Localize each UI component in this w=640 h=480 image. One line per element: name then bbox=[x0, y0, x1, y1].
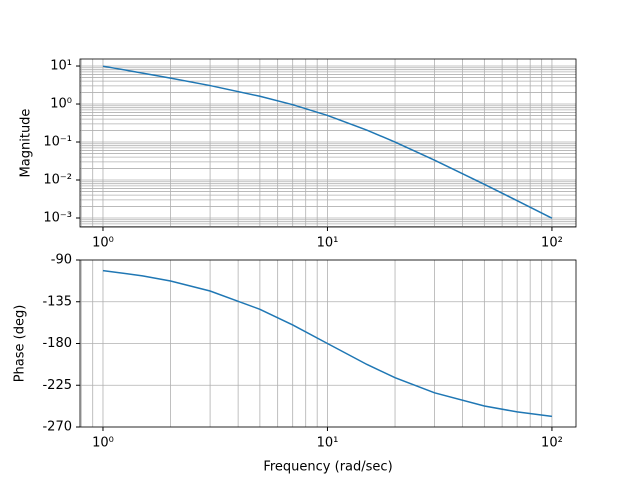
x-axis-label: Frequency (rad/sec) bbox=[263, 460, 392, 475]
x-tick-label: 10² bbox=[541, 436, 563, 451]
response-line bbox=[102, 269, 553, 418]
y-tick-label: 10⁻³ bbox=[43, 211, 72, 226]
y-tick-label: -225 bbox=[42, 378, 72, 393]
y-tick-label: -180 bbox=[42, 336, 72, 351]
y-axis-label: Magnitude bbox=[19, 109, 34, 178]
response-line bbox=[102, 65, 553, 219]
x-tick-label: 10² bbox=[541, 236, 563, 251]
y-tick-label: 10⁰ bbox=[50, 97, 72, 112]
x-tick-label: 10¹ bbox=[317, 436, 339, 451]
y-axis-label: Phase (deg) bbox=[13, 305, 28, 383]
axes-frame bbox=[79, 259, 577, 428]
y-tick-label: 10⁻¹ bbox=[43, 135, 72, 150]
y-tick-label: -270 bbox=[42, 420, 72, 435]
x-tick-label: 10⁰ bbox=[92, 436, 114, 451]
y-tick-label: -90 bbox=[51, 253, 72, 268]
y-tick-label: -135 bbox=[42, 294, 72, 309]
x-tick-label: 10⁰ bbox=[92, 236, 114, 251]
x-tick-label: 10¹ bbox=[317, 236, 339, 251]
y-tick-label: 10⁻² bbox=[43, 173, 72, 188]
y-tick-label: 10¹ bbox=[50, 59, 72, 74]
axes-frame bbox=[79, 58, 577, 228]
